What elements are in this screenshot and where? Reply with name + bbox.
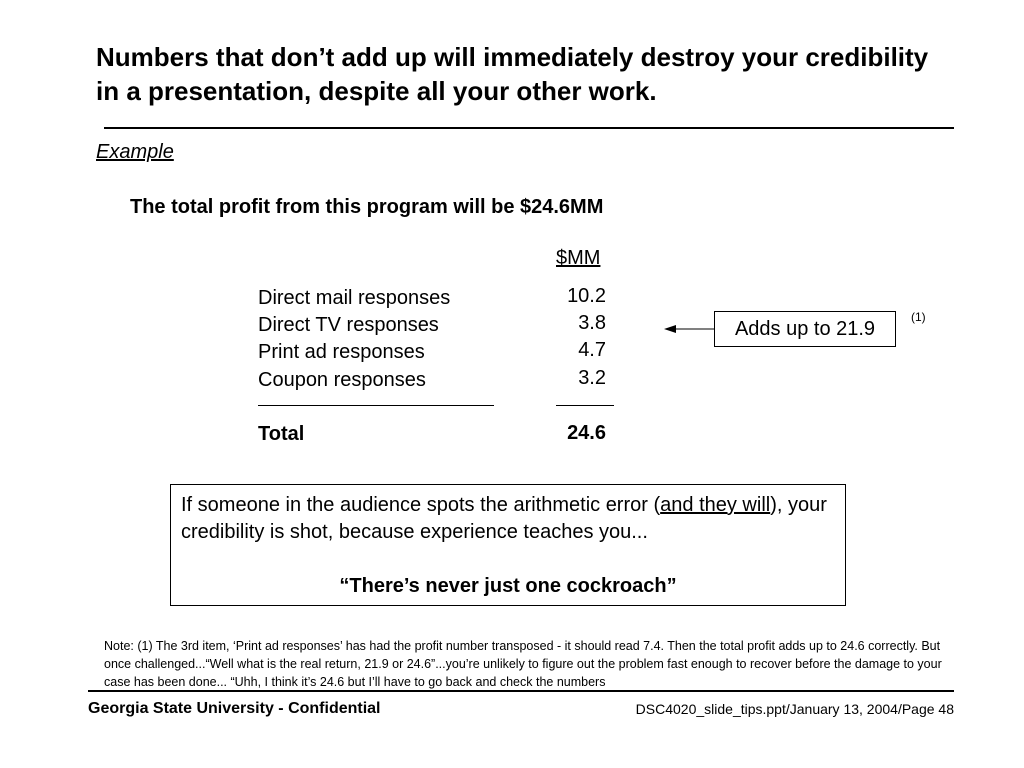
table-row-value: 10.2 bbox=[567, 285, 606, 307]
footer-confidential: Georgia State University - Confidential bbox=[88, 700, 381, 717]
total-label: Total bbox=[258, 423, 305, 445]
title-divider bbox=[104, 127, 954, 129]
total-value: 24.6 bbox=[567, 422, 606, 444]
callout-quote: “There’s never just one cockroach” bbox=[339, 575, 677, 597]
label-sum-rule bbox=[258, 405, 494, 406]
headline: The total profit from this program will … bbox=[130, 196, 604, 218]
callout-emphasis: and they will bbox=[660, 494, 771, 516]
footnote-ref: (1) bbox=[911, 310, 926, 324]
value-sum-rule bbox=[556, 405, 614, 406]
unit-header: $MM bbox=[556, 247, 601, 269]
table-row-label: Direct TV responses bbox=[258, 314, 439, 336]
callout-text-cont: ), your credibility is shot, because exp… bbox=[181, 494, 827, 543]
callout-text: If someone in the audience spots the ari… bbox=[181, 494, 661, 516]
table-row-label: Coupon responses bbox=[258, 369, 426, 391]
table-row-value: 3.2 bbox=[578, 367, 606, 389]
table-row-value: 3.8 bbox=[578, 312, 606, 334]
table-row-label: Print ad responses bbox=[258, 341, 425, 363]
section-label: Example bbox=[96, 141, 174, 163]
table-row-value: 4.7 bbox=[578, 339, 606, 361]
footer-page-info: DSC4020_slide_tips.ppt/January 13, 2004/… bbox=[635, 701, 954, 717]
table-row-label: Direct mail responses bbox=[258, 287, 451, 309]
callout-box: If someone in the audience spots the ari… bbox=[170, 484, 846, 606]
slide-title: Numbers that don’t add up will immediate… bbox=[96, 42, 929, 106]
footer-divider bbox=[88, 690, 954, 692]
footnote-text: Note: (1) The 3rd item, ‘Print ad respon… bbox=[104, 639, 942, 689]
arrow-left-icon bbox=[664, 325, 715, 333]
annotation-box: Adds up to 21.9 bbox=[714, 311, 896, 347]
